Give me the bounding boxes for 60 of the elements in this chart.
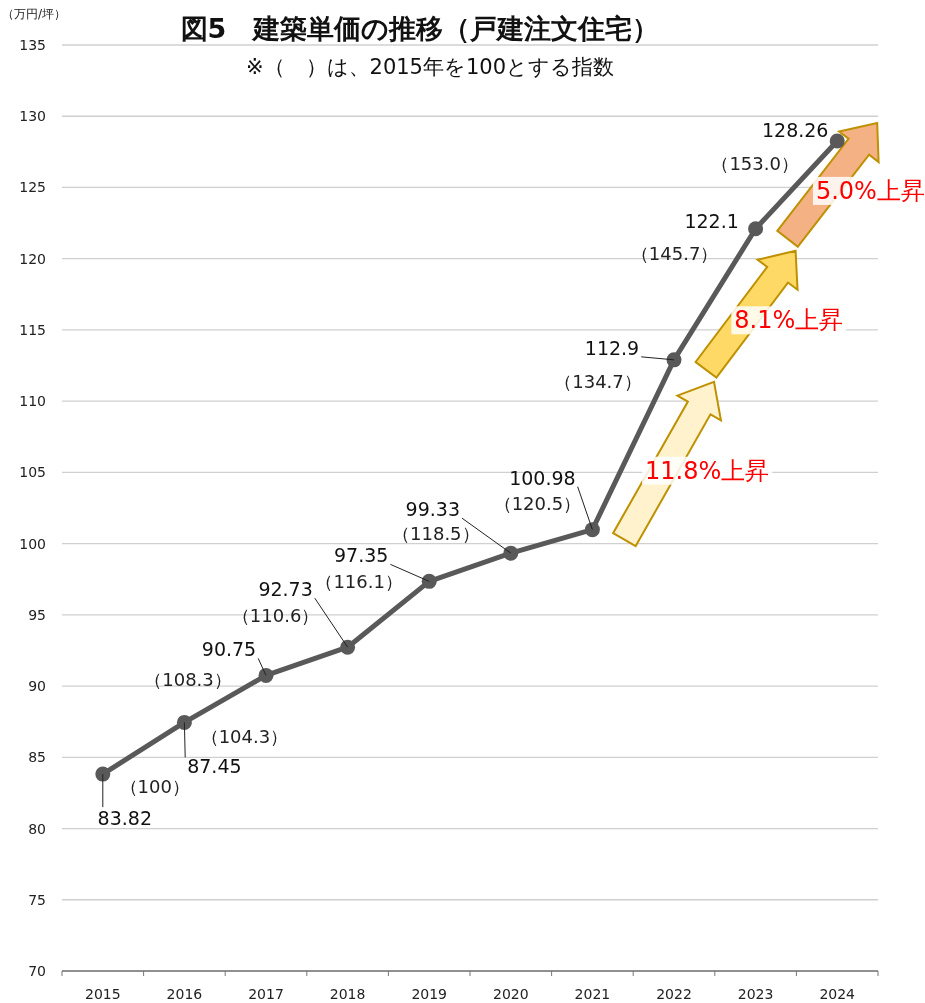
- y-tick-label: 100: [19, 535, 46, 552]
- annotation: （120.5）: [493, 492, 582, 514]
- point: [258, 667, 274, 683]
- text: ※（ ）は、2015年を100とする指数: [245, 55, 615, 79]
- y-tick-label: 95: [28, 606, 46, 623]
- y-tick-label: 70: [28, 963, 46, 979]
- annotation: （153.0）: [711, 153, 799, 175]
- data-label: 128.26: [761, 119, 829, 142]
- point: [503, 545, 519, 561]
- y-tick-label: 115: [19, 321, 46, 338]
- y-tick-label: 90: [28, 678, 46, 695]
- y-tick-label: 130: [19, 108, 46, 125]
- x-tick-label: 2016: [166, 986, 203, 1002]
- data-label: 97.35: [334, 544, 389, 567]
- x-tick-label: 2017: [248, 986, 284, 1002]
- point: [666, 352, 682, 368]
- chart-title: 図5 建築単価の推移（戸建注文住宅）: [180, 13, 660, 44]
- annotation: （110.6）: [231, 605, 320, 627]
- annotation: 8.1%上昇: [734, 306, 844, 335]
- data-label: 122.1: [684, 209, 739, 232]
- y-tick-label: 85: [28, 749, 46, 766]
- x-tick-label: 2024: [819, 986, 856, 1002]
- data-label: 92.73: [258, 578, 313, 601]
- annotation: （118.5）: [392, 523, 480, 545]
- point: [95, 766, 111, 782]
- annotation: （116.1）: [315, 571, 403, 593]
- data-label: 87.45: [187, 755, 242, 778]
- y-tick-label: 110: [19, 393, 46, 410]
- x-tick-label: 2019: [411, 986, 448, 1002]
- x-tick-label: 2022: [656, 986, 692, 1002]
- y-tick-label: 105: [19, 464, 46, 481]
- data-label: 112.9: [584, 336, 640, 359]
- y-tick-label: 75: [28, 891, 46, 908]
- annotation: 11.8%上昇: [645, 456, 770, 485]
- point: [176, 714, 192, 730]
- annotation: （100）: [119, 776, 190, 798]
- x-tick-label: 2015: [84, 986, 121, 1002]
- point: [421, 573, 437, 589]
- x-tick-label: 2021: [574, 986, 611, 1002]
- data-label: 100.98: [509, 466, 576, 489]
- point: [340, 639, 356, 655]
- point: [829, 133, 845, 149]
- annotation: 5.0%上昇: [815, 176, 925, 205]
- y-tick-label: 135: [19, 37, 46, 53]
- annotation: （104.3）: [200, 726, 289, 748]
- x-tick-label: 2020: [492, 986, 529, 1002]
- y-tick-label: 125: [19, 179, 46, 196]
- y-axis-title: （万円/坪）: [2, 7, 67, 21]
- y-tick-label: 80: [28, 820, 46, 837]
- x-tick-label: 2023: [737, 986, 774, 1002]
- data-label: 99.33: [405, 498, 460, 521]
- data-label: 90.75: [201, 638, 257, 661]
- y-tick-label: 120: [19, 250, 46, 267]
- point: [584, 522, 600, 538]
- annotation: （134.7）: [554, 370, 642, 392]
- annotation: （145.7）: [630, 242, 719, 264]
- point: [748, 221, 764, 237]
- data-label: 83.82: [97, 807, 152, 830]
- annotation: （108.3）: [144, 669, 232, 691]
- x-tick-label: 2018: [329, 986, 366, 1002]
